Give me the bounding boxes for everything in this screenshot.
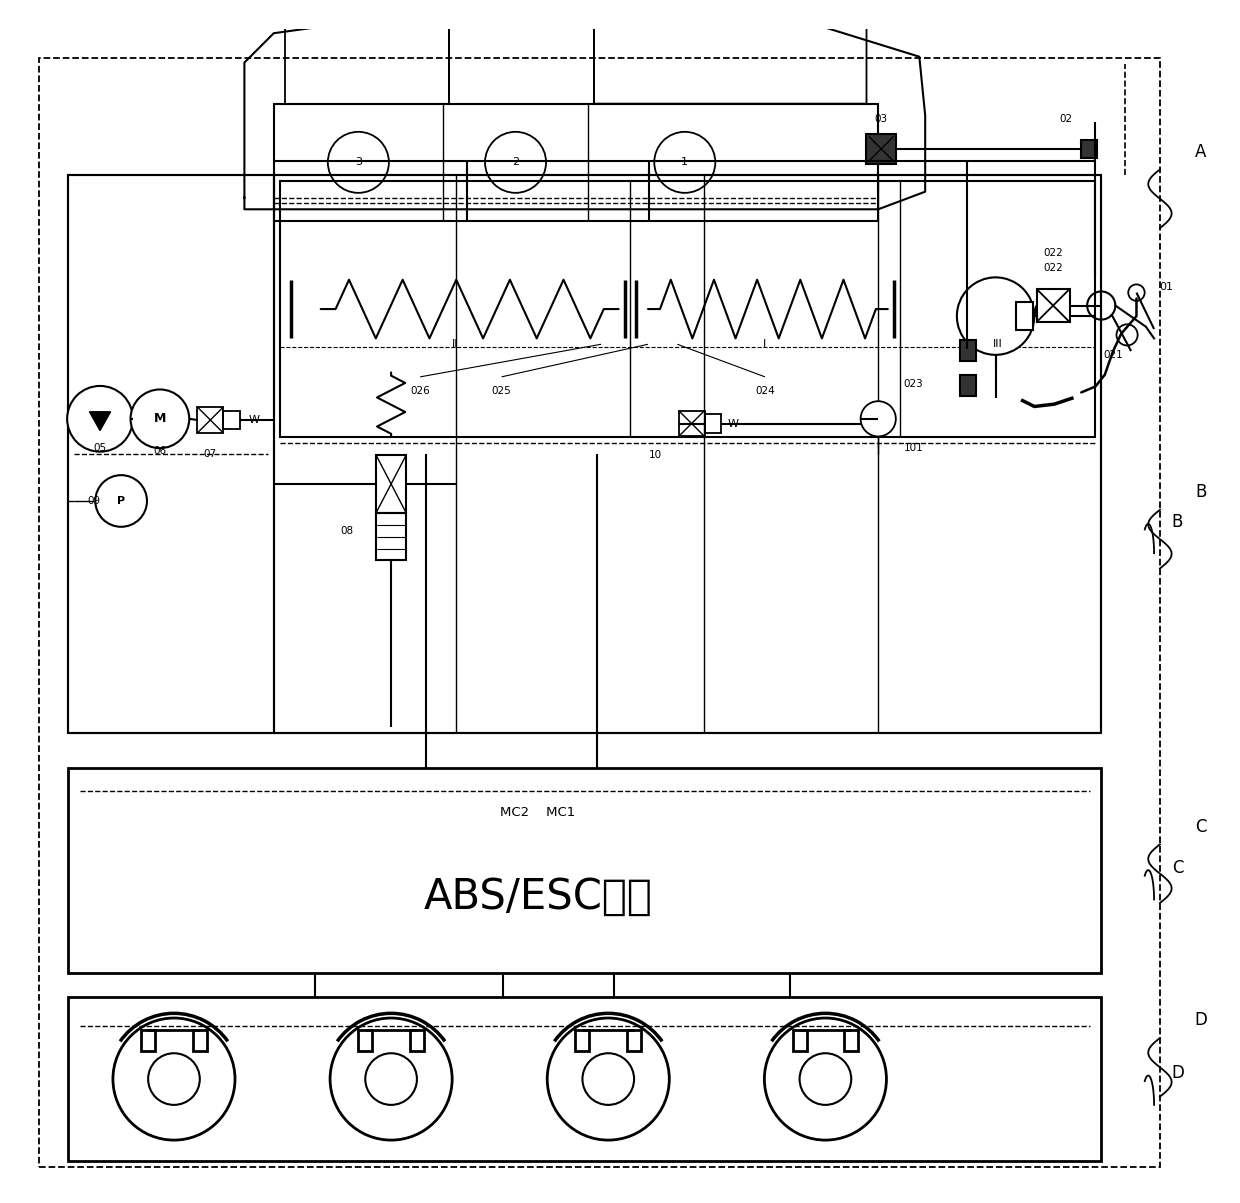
Text: W: W bbox=[727, 419, 738, 428]
Bar bbox=[961, 339, 976, 361]
Text: B: B bbox=[1195, 484, 1207, 502]
Text: MC2    MC1: MC2 MC1 bbox=[500, 806, 575, 819]
Bar bbox=[704, 414, 720, 433]
Bar bbox=[197, 407, 223, 433]
Bar bbox=[792, 1030, 807, 1051]
Text: D: D bbox=[1194, 1012, 1208, 1030]
Bar bbox=[575, 1030, 589, 1051]
Bar bbox=[68, 176, 274, 733]
Circle shape bbox=[130, 390, 190, 449]
Circle shape bbox=[67, 386, 133, 451]
Bar bbox=[961, 375, 976, 396]
Text: 08: 08 bbox=[340, 526, 353, 535]
Bar bbox=[223, 410, 239, 429]
Text: II: II bbox=[451, 339, 459, 349]
Text: 2: 2 bbox=[512, 158, 520, 167]
Text: 024: 024 bbox=[755, 386, 775, 396]
Bar bbox=[274, 103, 878, 221]
Text: 022: 022 bbox=[1043, 263, 1063, 273]
Text: 025: 025 bbox=[492, 386, 511, 396]
Text: 023: 023 bbox=[904, 379, 924, 390]
Bar bbox=[867, 135, 895, 164]
Bar bbox=[279, 182, 1095, 437]
Text: 021: 021 bbox=[1104, 350, 1123, 360]
Bar bbox=[1081, 140, 1096, 158]
Text: 10: 10 bbox=[649, 450, 662, 461]
Bar bbox=[68, 768, 1101, 973]
Bar bbox=[410, 1030, 424, 1051]
Text: 101: 101 bbox=[904, 443, 924, 454]
Text: 09: 09 bbox=[88, 496, 100, 506]
Bar bbox=[274, 176, 1101, 733]
Bar bbox=[627, 1030, 641, 1051]
Bar bbox=[1016, 302, 1033, 330]
Text: C: C bbox=[1172, 859, 1183, 877]
Text: A: A bbox=[1195, 143, 1207, 161]
Bar bbox=[68, 176, 1101, 733]
Text: C: C bbox=[1195, 818, 1207, 836]
Text: 06: 06 bbox=[154, 445, 166, 456]
Text: 03: 03 bbox=[874, 114, 887, 124]
Text: M: M bbox=[154, 413, 166, 426]
Circle shape bbox=[861, 402, 895, 437]
Text: 1: 1 bbox=[681, 158, 688, 167]
Bar bbox=[867, 0, 949, 16]
Text: P: P bbox=[117, 496, 125, 506]
Text: 01: 01 bbox=[1159, 282, 1173, 292]
Text: B: B bbox=[1172, 512, 1183, 531]
Bar bbox=[1037, 289, 1070, 322]
Bar bbox=[141, 1030, 155, 1051]
Text: 02: 02 bbox=[1059, 114, 1073, 124]
Bar bbox=[376, 455, 407, 514]
Text: 05: 05 bbox=[93, 443, 107, 454]
Bar bbox=[844, 1030, 858, 1051]
Bar bbox=[358, 1030, 372, 1051]
Bar bbox=[678, 410, 704, 437]
Bar bbox=[68, 997, 1101, 1161]
Bar bbox=[376, 514, 407, 561]
Text: ABS/ESC单元: ABS/ESC单元 bbox=[423, 876, 652, 918]
Text: D: D bbox=[1171, 1065, 1184, 1083]
Text: W: W bbox=[248, 415, 259, 425]
Text: 07: 07 bbox=[203, 449, 217, 460]
Text: 022: 022 bbox=[1043, 248, 1063, 257]
Bar bbox=[192, 1030, 207, 1051]
Text: I: I bbox=[764, 339, 766, 349]
Text: III: III bbox=[992, 339, 1002, 349]
Polygon shape bbox=[89, 411, 110, 431]
Text: 3: 3 bbox=[355, 158, 362, 167]
Text: 026: 026 bbox=[410, 386, 430, 396]
Circle shape bbox=[957, 278, 1034, 355]
